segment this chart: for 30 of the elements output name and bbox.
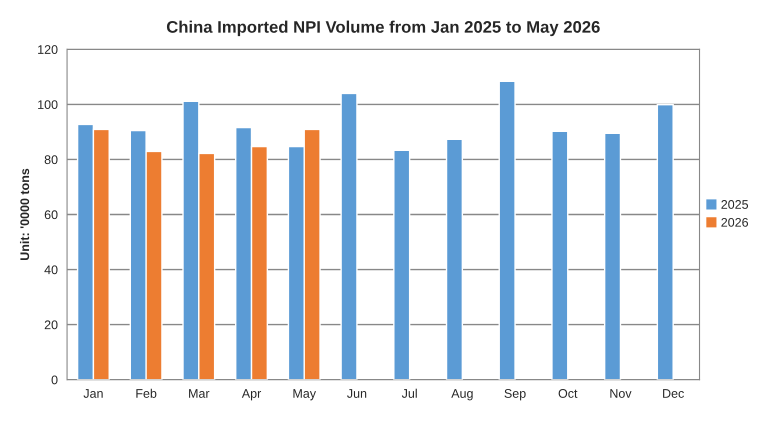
x-tick-label: Jun: [347, 389, 366, 398]
bar: [393, 150, 410, 380]
x-tick-label: Sep: [504, 389, 526, 400]
y-tick-label: 40: [44, 265, 58, 274]
chart-title: China Imported NPI Volume from Jan 2025 to May 2026: [166, 20, 600, 36]
x-tick-label: Feb: [136, 388, 156, 398]
x-tick-label: Dec: [663, 389, 684, 398]
x-tick-label: Nov: [610, 389, 632, 398]
bar: [656, 104, 674, 380]
legend-label: 2026: [721, 218, 748, 227]
bar: [551, 130, 568, 380]
x-tick-label: Apr: [242, 389, 262, 400]
legend-label: 2025: [721, 200, 748, 209]
x-tick-label: Jul: [402, 388, 417, 398]
y-tick-label: 0: [52, 375, 58, 384]
y-tick-label: 20: [44, 320, 58, 330]
x-tick-label: Aug: [451, 389, 473, 400]
x-tick-label: May: [293, 389, 316, 400]
x-tick-label: Oct: [558, 389, 578, 398]
bar: [340, 92, 358, 380]
bar: [604, 132, 622, 380]
x-tick-label: Jan: [84, 389, 103, 398]
y-tick-label: 80: [44, 155, 58, 164]
y-tick-label: 100: [38, 100, 58, 110]
y-tick-label: 60: [44, 210, 58, 220]
bar: [446, 138, 464, 380]
bar: [498, 80, 516, 380]
y-tick-label: 120: [38, 45, 58, 54]
y-axis-title: Unit: '0000 tons: [20, 168, 30, 260]
x-tick-label: Mar: [189, 389, 210, 398]
